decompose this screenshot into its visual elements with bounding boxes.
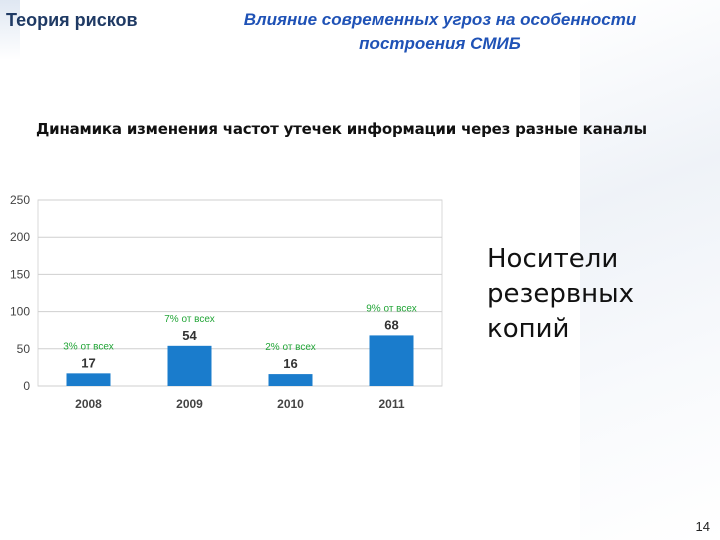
slide-title-line-2: построения СМИБ bbox=[359, 34, 521, 53]
bar-chart-svg: 0 50 100 150 200 250 17 3% от всех 2008 54 7% от в… bbox=[10, 193, 443, 411]
y-tick-label: 200 bbox=[10, 230, 30, 244]
chart-subtitle: Динамика изменения частот утечек информа… bbox=[36, 120, 647, 138]
y-tick-label: 150 bbox=[10, 267, 30, 281]
x-tick-label: 2010 bbox=[277, 397, 304, 411]
data-label: 54 bbox=[182, 328, 197, 343]
bar bbox=[268, 374, 313, 386]
slide-background-decoration bbox=[580, 0, 720, 540]
side-caption: Носители резервных копий bbox=[487, 242, 634, 347]
y-tick-label: 250 bbox=[10, 193, 30, 207]
x-tick-label: 2009 bbox=[176, 397, 203, 411]
slide-corner-decoration bbox=[0, 0, 20, 60]
side-caption-line-2: резервных bbox=[487, 279, 635, 309]
bar-chart: 0 50 100 150 200 250 17 3% от всех 2008 54 7% от в… bbox=[0, 188, 450, 418]
bar bbox=[369, 335, 414, 386]
section-title: Теория рисков bbox=[6, 10, 138, 30]
data-label: 68 bbox=[384, 317, 398, 332]
slide-title: Влияние современных угроз на особенности… bbox=[210, 8, 670, 56]
slide-title-line-1: Влияние современных угроз на особенности bbox=[243, 10, 637, 29]
x-tick-label: 2011 bbox=[378, 397, 404, 411]
annotation-label: 7% от всех bbox=[164, 314, 214, 325]
page-number: 14 bbox=[695, 519, 710, 534]
side-caption-line-1: Носители bbox=[487, 244, 619, 274]
data-label: 17 bbox=[81, 355, 95, 370]
annotation-label: 2% от всех bbox=[265, 342, 315, 353]
y-tick-label: 0 bbox=[23, 379, 30, 393]
annotation-label: 3% от всех bbox=[63, 341, 113, 352]
x-tick-label: 2008 bbox=[75, 397, 102, 411]
y-tick-label: 50 bbox=[17, 342, 31, 356]
annotation-label: 9% от всех bbox=[366, 303, 416, 314]
data-label: 16 bbox=[283, 356, 297, 371]
y-tick-label: 100 bbox=[10, 305, 30, 319]
bar bbox=[167, 345, 212, 386]
side-caption-line-3: копий bbox=[487, 314, 570, 344]
bar bbox=[66, 373, 111, 386]
